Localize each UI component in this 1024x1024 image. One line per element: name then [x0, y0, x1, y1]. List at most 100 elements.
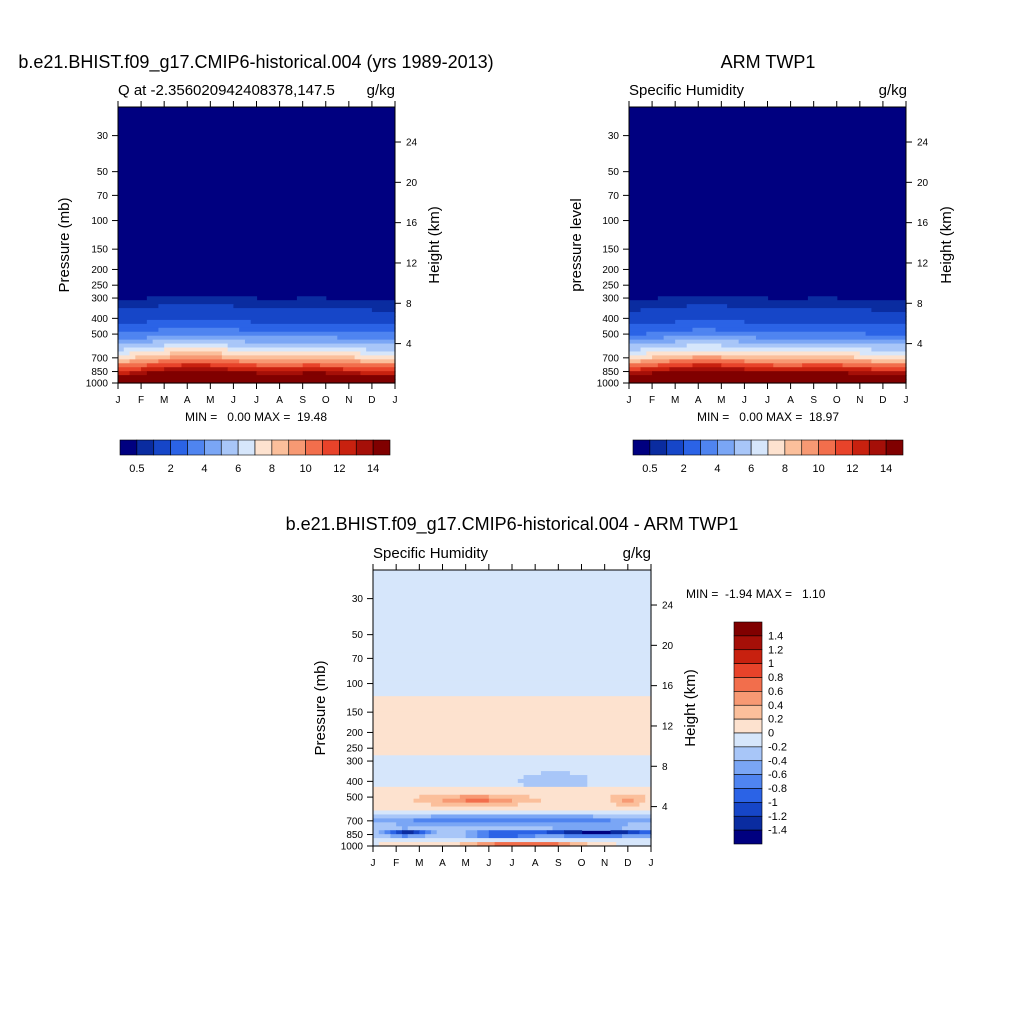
x-tick-label: A [532, 858, 539, 869]
colorbar-box [733, 760, 763, 775]
contour-cell [118, 323, 396, 329]
contour-cell [118, 343, 165, 349]
panel-diff-ylabel-right: Height (km) [682, 669, 699, 747]
colorbar-box [801, 439, 819, 456]
contour-cell [373, 625, 652, 630]
contour-cell [371, 308, 396, 313]
y-right-tick-label: 16 [406, 218, 418, 229]
contour-cell [118, 359, 131, 364]
contour-cell [629, 351, 647, 356]
contour-cell [744, 367, 872, 372]
contour-cell [436, 830, 467, 835]
contour-cell [373, 715, 652, 721]
contour-cell [129, 351, 171, 356]
contour-cell [692, 363, 722, 368]
colorbar-box [170, 439, 188, 456]
contour-cell [569, 842, 588, 847]
panel-diff-axes: J F M A M J J A S O N D J 30 50 70 100 150 200 250 300 400 500… [341, 564, 674, 869]
y-tick-label: 150 [602, 245, 619, 256]
contour-cell [640, 359, 670, 364]
contour-cell [640, 347, 872, 353]
contour-cell [871, 367, 907, 372]
contour-cell [373, 834, 391, 839]
contour-cell [373, 739, 652, 745]
contour-cell [686, 343, 722, 349]
colorbar-label: -0.4 [768, 755, 787, 767]
contour-cell [744, 319, 907, 325]
contour-cell [373, 570, 652, 575]
contour-cell [629, 371, 653, 376]
contour-cell [721, 363, 774, 368]
contour-cell [233, 304, 396, 309]
y-right-tick-label: 20 [406, 178, 418, 189]
contour-cell [652, 371, 849, 376]
contour-cell [169, 355, 223, 360]
contour-cell [535, 834, 565, 839]
y-tick-label: 200 [602, 265, 619, 276]
colorbar-label: 0 [768, 728, 774, 740]
contour-cell [118, 379, 396, 384]
y-right-tick-label: 4 [662, 802, 668, 813]
contour-cell [413, 798, 444, 804]
contour-cell [657, 296, 769, 301]
colorbar-box [733, 663, 763, 678]
y-right-tick-label: 16 [917, 218, 929, 229]
panel-diff-subtitle-right: g/kg [623, 545, 651, 562]
colorbar-label: 0.2 [768, 714, 783, 726]
x-tick-label: S [299, 395, 306, 406]
contour-cell [373, 798, 415, 804]
contour-cell [622, 834, 652, 839]
colorbar-box [733, 788, 763, 803]
y-tick-label: 150 [346, 708, 363, 719]
contour-cell [639, 802, 652, 808]
contour-cell [627, 830, 641, 835]
contour-cell [135, 355, 171, 360]
contour-cell [302, 363, 321, 368]
colorbar-box [271, 439, 290, 456]
contour-cell [477, 842, 496, 847]
contour-cell [373, 573, 652, 579]
contour-cell [459, 842, 478, 847]
y-tick-label: 1000 [86, 379, 109, 390]
contour-cell [373, 794, 420, 800]
contour-cell [627, 822, 652, 827]
contour-cell [488, 794, 530, 800]
contour-cell [629, 359, 642, 364]
colorbar-label: 4 [201, 463, 207, 475]
colorbar-box [733, 774, 763, 789]
y-tick-label: 300 [346, 757, 363, 768]
colorbar-box [355, 439, 374, 456]
panel-diff-subtitle-left: Specific Humidity [373, 545, 489, 562]
y-tick-label: 500 [91, 330, 108, 341]
contour-cell [657, 363, 694, 368]
colorbar-label: 4 [714, 463, 720, 475]
contour-cell [477, 834, 490, 839]
contour-cell [146, 319, 252, 325]
contour-cell [640, 308, 872, 313]
contour-cell [564, 834, 623, 839]
contour-cell [629, 335, 665, 341]
colorbar-box [717, 439, 735, 456]
panel-model-colorbar: 0.5 2 4 6 8 10 12 14 [119, 439, 391, 475]
x-tick-label: S [810, 395, 817, 406]
contour-cell [629, 343, 688, 349]
panel-model-subtitle-left: Q at -2.356020942408378,147.5 [118, 82, 335, 99]
contour-cell [129, 359, 159, 364]
contour-cell [587, 842, 617, 847]
contour-cell [721, 355, 855, 360]
contour-cell [616, 842, 652, 847]
y-right-tick-label: 24 [917, 138, 929, 149]
y-right-tick-label: 12 [917, 258, 929, 269]
contour-cell [373, 830, 380, 835]
contour-cell [396, 822, 629, 827]
contour-cell [430, 830, 438, 835]
contour-cell [465, 834, 478, 839]
colorbar-label: -0.2 [768, 741, 787, 753]
contour-cell [373, 786, 652, 792]
y-tick-label: 100 [602, 216, 619, 227]
y-tick-label: 300 [602, 294, 619, 305]
contour-cell [250, 319, 396, 325]
colorbar-label: 12 [333, 463, 345, 475]
panel-model-plot [118, 107, 396, 384]
colorbar-label: 2 [168, 463, 174, 475]
